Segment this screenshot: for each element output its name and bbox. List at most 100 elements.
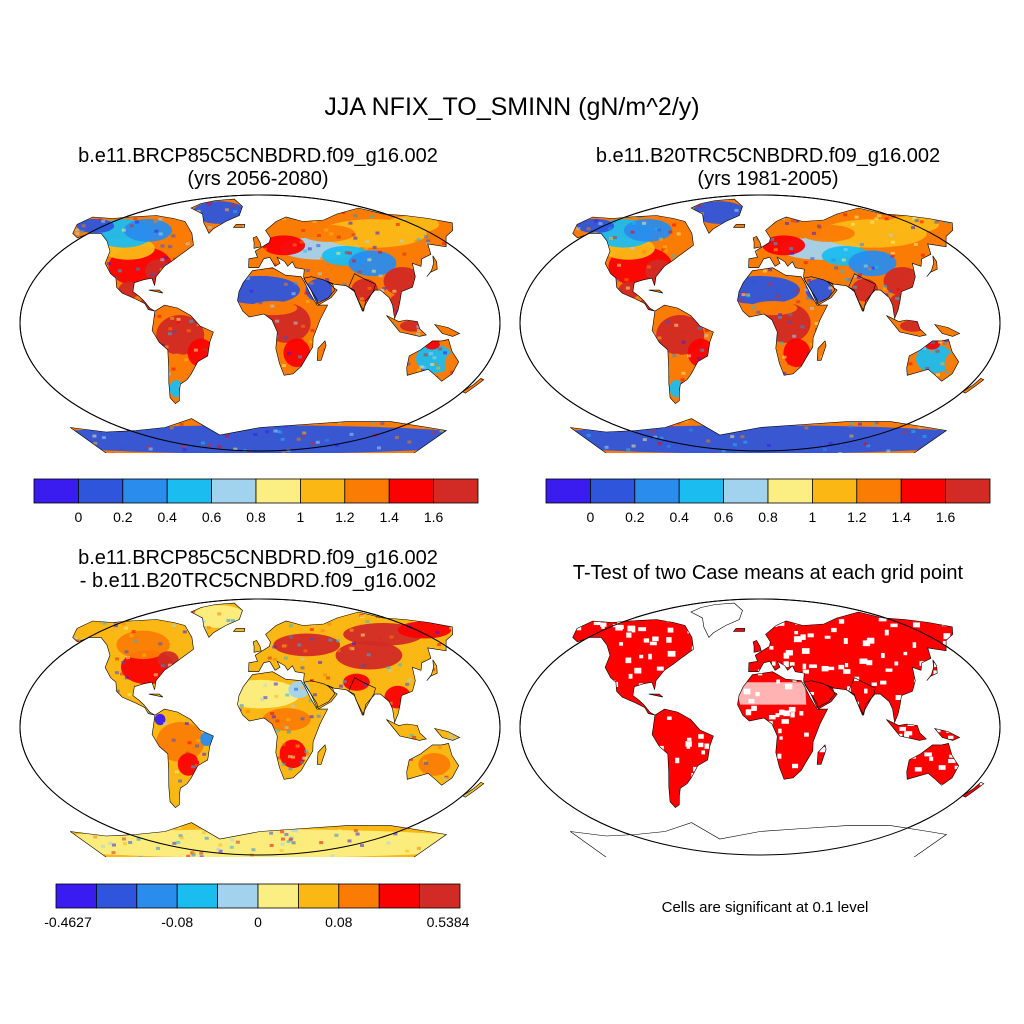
grid-cell	[448, 203, 453, 207]
colorbar-swatch	[388, 478, 435, 504]
value-patch	[848, 250, 897, 277]
grid-cell	[309, 715, 314, 719]
grid-cell	[980, 222, 984, 226]
grid-cell	[22, 360, 26, 363]
insignificant-cell	[878, 603, 885, 609]
grid-cell	[483, 389, 484, 393]
colorbar-tick-label: 0.8	[246, 509, 266, 525]
grid-cell	[756, 450, 761, 453]
grid-cell	[357, 691, 362, 695]
grid-cell	[439, 850, 444, 854]
grid-cell	[448, 830, 453, 834]
grid-cell	[838, 452, 843, 453]
grid-cell	[466, 642, 471, 646]
grid-cell	[353, 214, 358, 218]
map-border	[519, 194, 1001, 452]
grid-cell	[750, 305, 755, 309]
grid-cell	[291, 828, 296, 832]
insignificant-cell	[995, 609, 1002, 613]
insignificant-cell	[862, 640, 871, 647]
grid-cell	[392, 289, 397, 293]
grid-cell	[336, 639, 341, 643]
grid-cell	[189, 319, 194, 323]
grid-cell	[142, 653, 147, 657]
insignificant-cell	[570, 629, 574, 636]
grid-cell	[124, 650, 129, 654]
grid-cell	[437, 643, 442, 647]
grid-cell	[117, 269, 122, 273]
grid-cell	[310, 637, 315, 641]
grid-cell	[649, 436, 654, 440]
grid-cell	[472, 219, 477, 223]
insignificant-cell	[1000, 706, 1002, 709]
grid-cell	[657, 228, 662, 232]
grid-cell	[102, 635, 107, 639]
insignificant-cell	[952, 611, 959, 618]
grid-cell	[529, 381, 533, 384]
grid-cell	[883, 284, 888, 288]
value-patch	[783, 338, 811, 368]
grid-cell	[530, 216, 534, 219]
grid-cell	[527, 259, 531, 262]
grid-cell	[439, 771, 444, 775]
insignificant-cell	[904, 731, 913, 736]
grid-cell	[451, 817, 456, 821]
grid-cell	[22, 368, 26, 371]
grid-cell	[999, 376, 1002, 379]
colorbar-swatch	[299, 478, 346, 504]
colorbar-tick-label: 0.6	[202, 509, 222, 525]
insignificant-cell	[952, 617, 957, 622]
grid-cell	[172, 624, 177, 628]
grid-cell	[870, 220, 875, 224]
grid-cell	[547, 233, 551, 236]
grid-cell	[283, 282, 288, 286]
grid-cell	[919, 220, 924, 224]
insignificant-cell	[804, 732, 809, 737]
grid-cell	[539, 392, 543, 395]
value-patch	[165, 353, 188, 383]
grid-cell	[160, 258, 165, 262]
grid-cell	[995, 224, 999, 227]
grid-cell	[578, 409, 583, 413]
grid-cell	[463, 793, 468, 797]
grid-cell	[249, 289, 254, 293]
grid-cell	[370, 215, 375, 219]
grid-cell	[153, 219, 158, 223]
map-border	[519, 598, 1001, 856]
insignificant-cell	[794, 631, 799, 635]
grid-cell	[996, 413, 1000, 416]
grid-cell	[946, 414, 951, 418]
grid-cell	[22, 409, 26, 412]
colorbar-case1: 0 0.2 0.4 0.6 0.8 1 1.2 1.4 1.6	[33, 478, 479, 525]
grid-cell	[202, 619, 207, 623]
grid-cell	[385, 614, 390, 618]
grid-cell	[674, 323, 679, 327]
grid-cell	[484, 374, 488, 377]
coastline	[406, 743, 460, 786]
grid-cell	[476, 829, 481, 833]
colorbar-tick-label: 1.2	[847, 509, 867, 525]
grid-cell	[447, 207, 452, 211]
grid-cell	[973, 216, 978, 220]
grid-cell	[114, 671, 119, 675]
grid-cell	[562, 194, 566, 197]
grid-cell	[272, 645, 277, 649]
grid-cell	[287, 755, 292, 759]
grid-cell	[888, 233, 893, 237]
grid-cell	[804, 426, 809, 430]
colorbar-swatch	[257, 883, 299, 909]
insignificant-cell	[779, 736, 783, 740]
grid-cell	[415, 332, 420, 336]
grid-cell	[795, 219, 800, 223]
grid-cell	[186, 329, 191, 333]
grid-cell	[100, 844, 105, 848]
grid-cell	[672, 354, 677, 358]
grid-cell	[948, 355, 953, 359]
grid-cell	[93, 835, 98, 839]
grid-cell	[959, 403, 964, 407]
grid-cell	[874, 217, 879, 221]
grid-cell	[196, 209, 201, 213]
insignificant-cell	[971, 645, 978, 652]
grid-cell	[199, 851, 204, 855]
grid-cell	[800, 235, 805, 239]
